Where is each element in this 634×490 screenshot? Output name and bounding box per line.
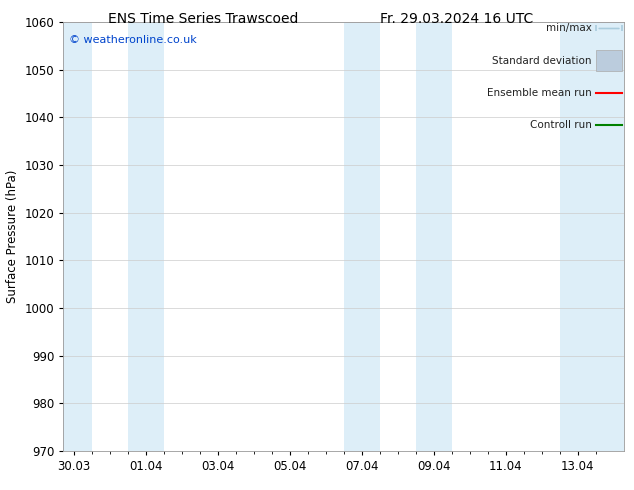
Bar <box>344 22 380 451</box>
Text: Fr. 29.03.2024 16 UTC: Fr. 29.03.2024 16 UTC <box>380 12 533 26</box>
Text: min/max: min/max <box>546 24 592 33</box>
Bar <box>560 22 624 451</box>
Y-axis label: Surface Pressure (hPa): Surface Pressure (hPa) <box>6 170 19 303</box>
Text: ENS Time Series Trawscoed: ENS Time Series Trawscoed <box>108 12 298 26</box>
Bar <box>416 22 452 451</box>
Text: Standard deviation: Standard deviation <box>493 56 592 66</box>
Text: Ensemble mean run: Ensemble mean run <box>487 88 592 98</box>
Bar <box>63 22 92 451</box>
Text: Controll run: Controll run <box>530 120 592 130</box>
Bar <box>128 22 164 451</box>
Text: © weatheronline.co.uk: © weatheronline.co.uk <box>69 35 197 45</box>
Bar <box>597 50 622 72</box>
